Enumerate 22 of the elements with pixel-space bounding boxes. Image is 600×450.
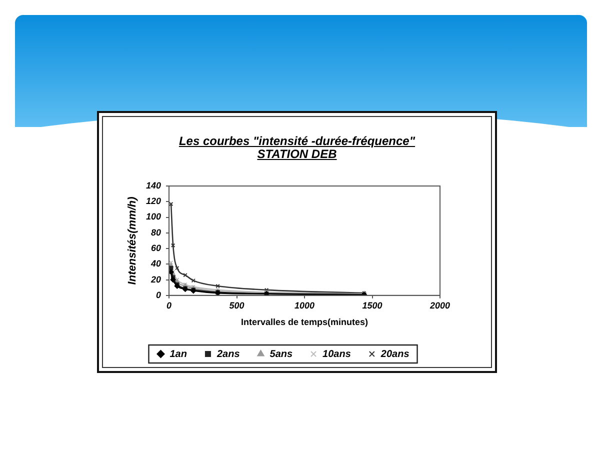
legend-label: 2ans xyxy=(216,348,240,360)
y-axis-title: Intensités(mm/h) xyxy=(126,196,139,285)
x-tick-label: 1000 xyxy=(294,300,315,310)
legend-label: 20ans xyxy=(380,348,410,360)
x-tick-label: 1500 xyxy=(362,300,382,310)
chart-subtitle: STATION DEB xyxy=(257,147,337,161)
x-tick-label: 500 xyxy=(229,300,244,310)
y-tick-label: 40 xyxy=(150,258,161,269)
chart-title: Les courbes "intensité -durée-fréquence" xyxy=(178,134,416,148)
y-tick-label: 80 xyxy=(150,227,161,238)
x-tick-label: 2000 xyxy=(428,300,450,310)
y-tick-label: 0 xyxy=(156,290,161,300)
legend-label: 10ans xyxy=(322,348,352,360)
x-axis-title: Intervalles de temps(minutes) xyxy=(240,317,368,328)
legend-label: 5ans xyxy=(270,348,293,360)
y-tick-label: 120 xyxy=(146,196,161,206)
y-tick-label: 100 xyxy=(146,212,161,222)
x-tick-label: 0 xyxy=(166,300,172,310)
y-tick-label: 20 xyxy=(150,274,161,284)
y-tick-label: 60 xyxy=(150,243,161,253)
y-tick-label: 140 xyxy=(146,180,161,190)
legend-label: 1an xyxy=(170,348,187,360)
